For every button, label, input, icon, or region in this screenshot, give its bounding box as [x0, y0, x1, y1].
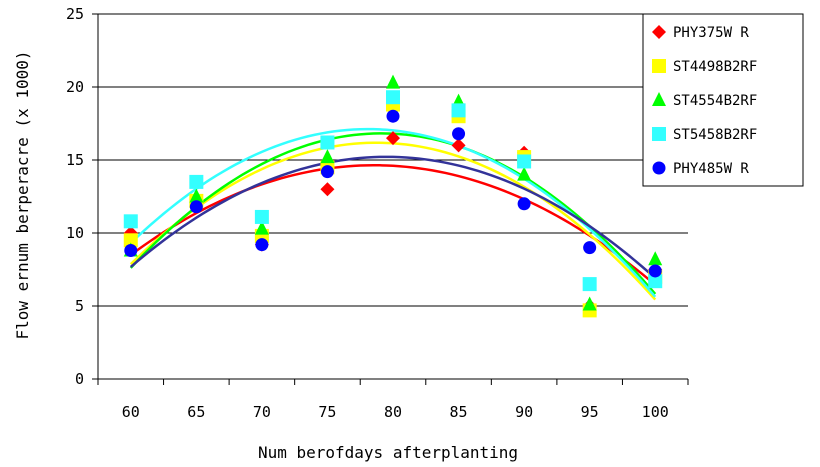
y-tick-label: 0 [75, 370, 84, 388]
data-point [451, 103, 466, 118]
data-point [320, 135, 335, 150]
x-tick-label: 75 [318, 403, 336, 421]
y-tick-label: 10 [66, 224, 84, 242]
data-point [189, 188, 204, 203]
legend-label: ST5458B2RF [673, 127, 757, 143]
data-point [386, 90, 400, 105]
data-point [320, 165, 334, 179]
data-point [386, 74, 400, 89]
legend-marker [652, 59, 666, 73]
data-point [452, 127, 466, 141]
legend-marker [652, 161, 666, 175]
gridlines [98, 13, 688, 307]
x-tick-label: 65 [187, 403, 205, 421]
legend-marker [652, 92, 666, 106]
x-tick-label: 70 [253, 403, 271, 421]
data-point [254, 220, 269, 235]
y-tick-label: 25 [66, 5, 84, 23]
data-point [189, 200, 203, 214]
x-tick-label: 85 [450, 403, 468, 421]
data-point [517, 154, 532, 169]
data-points [123, 74, 663, 318]
legend-label: PHY485W R [673, 161, 749, 177]
data-point [320, 149, 335, 164]
legend-label: ST4498B2RF [673, 59, 757, 75]
y-tick-label: 5 [75, 297, 84, 315]
trendline [129, 155, 657, 280]
legend-label: PHY375W R [673, 25, 749, 41]
x-tick-label: 100 [642, 403, 669, 421]
data-point [648, 264, 662, 278]
data-point [582, 277, 597, 292]
axes: 0 5 10 15 20 25 60 65 70 75 80 85 90 95 100 [66, 5, 689, 421]
data-point [123, 233, 138, 248]
data-point [255, 238, 269, 252]
data-point [189, 174, 204, 189]
legend-box [642, 13, 804, 187]
data-point [517, 197, 531, 211]
data-point [254, 209, 269, 224]
x-axis-title: Num berofdays afterplanting [258, 443, 518, 462]
data-point [320, 182, 335, 197]
trendline [129, 127, 657, 298]
x-tick-label: 95 [581, 403, 599, 421]
legend-marker [652, 25, 666, 39]
legend-marker [652, 127, 666, 141]
data-point [386, 131, 400, 146]
x-tick-label: 60 [122, 403, 140, 421]
trendlines [129, 127, 657, 301]
data-point [517, 166, 532, 181]
data-point [648, 274, 663, 289]
data-point [583, 241, 597, 255]
legend: PHY375W R ST4498B2RF ST4554B2RF ST5458B2RF P… [642, 13, 804, 187]
y-axis-title: Flow ernum berperacre (x 1000) [13, 51, 32, 340]
x-tick-label: 80 [384, 403, 402, 421]
data-point [386, 109, 400, 123]
data-point [123, 214, 138, 229]
y-tick-label: 20 [66, 78, 84, 96]
data-point [451, 138, 466, 153]
data-point [124, 244, 138, 258]
data-point [648, 251, 663, 266]
y-tick-label: 15 [66, 151, 84, 169]
data-point [582, 296, 597, 311]
trendline [130, 164, 657, 286]
legend-label: ST4554B2RF [673, 93, 757, 109]
x-tick-label: 90 [515, 403, 533, 421]
